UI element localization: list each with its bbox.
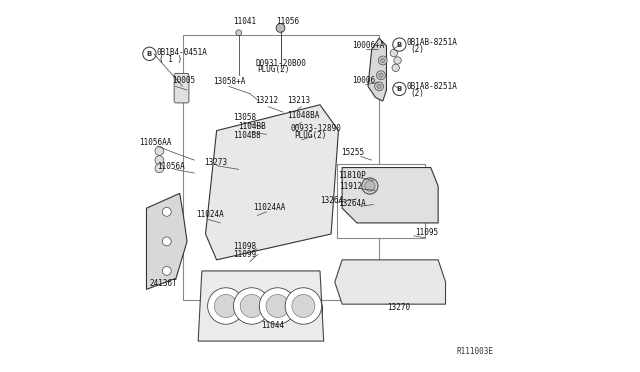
Circle shape xyxy=(212,296,239,323)
Circle shape xyxy=(276,23,285,32)
Text: PLUG(2): PLUG(2) xyxy=(294,131,326,140)
Text: 11098: 11098 xyxy=(233,242,257,251)
Text: 00933-12890: 00933-12890 xyxy=(291,124,341,133)
Text: 24136T: 24136T xyxy=(149,279,177,288)
Circle shape xyxy=(232,291,271,329)
Polygon shape xyxy=(147,193,187,289)
Text: 13273: 13273 xyxy=(204,158,227,167)
Text: 11095: 11095 xyxy=(415,228,438,237)
Circle shape xyxy=(379,73,383,77)
FancyBboxPatch shape xyxy=(337,164,425,238)
Text: 11024A: 11024A xyxy=(196,211,224,219)
Circle shape xyxy=(207,291,245,329)
Text: 11810P: 11810P xyxy=(338,170,365,180)
Text: 13264A: 13264A xyxy=(338,199,365,208)
Circle shape xyxy=(155,164,164,173)
Circle shape xyxy=(378,56,387,65)
Circle shape xyxy=(155,147,164,155)
Text: 10006: 10006 xyxy=(352,76,375,85)
Circle shape xyxy=(240,295,263,318)
Circle shape xyxy=(264,296,291,323)
Circle shape xyxy=(376,71,385,80)
Text: B: B xyxy=(397,86,402,92)
Circle shape xyxy=(365,181,375,191)
Text: B: B xyxy=(397,42,402,48)
Text: 13213: 13213 xyxy=(287,96,310,105)
Text: 0B1B4-0451A: 0B1B4-0451A xyxy=(157,48,207,57)
Circle shape xyxy=(155,156,164,164)
Polygon shape xyxy=(205,105,339,260)
Text: 1104BB: 1104BB xyxy=(238,122,266,131)
Polygon shape xyxy=(335,260,445,304)
Text: 0B1A8-8251A: 0B1A8-8251A xyxy=(406,82,457,91)
Circle shape xyxy=(393,38,406,51)
Circle shape xyxy=(285,288,322,324)
Circle shape xyxy=(392,64,399,71)
Polygon shape xyxy=(368,38,387,101)
Circle shape xyxy=(259,288,296,324)
Text: 11041: 11041 xyxy=(233,16,257,26)
Circle shape xyxy=(266,295,289,318)
Text: 13058: 13058 xyxy=(233,113,257,122)
Circle shape xyxy=(163,208,172,216)
Circle shape xyxy=(163,266,172,275)
Text: 15255: 15255 xyxy=(341,148,365,157)
Circle shape xyxy=(390,49,397,57)
Circle shape xyxy=(234,288,270,324)
Polygon shape xyxy=(198,271,324,341)
Circle shape xyxy=(292,295,315,318)
Text: 11048BA: 11048BA xyxy=(287,111,319,120)
Circle shape xyxy=(214,295,237,318)
Text: R111003E: R111003E xyxy=(456,347,493,356)
Circle shape xyxy=(290,296,317,323)
Circle shape xyxy=(236,30,242,36)
Text: (2): (2) xyxy=(410,89,424,98)
Circle shape xyxy=(163,237,172,246)
Text: ( 1 ): ( 1 ) xyxy=(159,55,182,64)
Text: 0B1AB-8251A: 0B1AB-8251A xyxy=(406,38,457,47)
Circle shape xyxy=(393,82,406,96)
Circle shape xyxy=(284,291,323,329)
Circle shape xyxy=(362,178,378,194)
Text: 13212: 13212 xyxy=(255,96,278,105)
Text: 11912: 11912 xyxy=(339,182,362,190)
Circle shape xyxy=(143,47,156,61)
Text: PLUG(2): PLUG(2) xyxy=(257,65,290,74)
Text: 10006+A: 10006+A xyxy=(353,41,385,50)
Circle shape xyxy=(381,58,385,62)
Text: 11099: 11099 xyxy=(233,250,257,259)
Text: 11056AA: 11056AA xyxy=(139,138,172,147)
Circle shape xyxy=(394,57,401,64)
Circle shape xyxy=(238,296,265,323)
Text: 13264: 13264 xyxy=(320,196,343,205)
Circle shape xyxy=(207,288,244,324)
Text: 11024AA: 11024AA xyxy=(253,203,286,212)
Text: 11056A: 11056A xyxy=(157,162,186,171)
Text: 13270: 13270 xyxy=(387,303,410,312)
FancyBboxPatch shape xyxy=(174,73,189,103)
Circle shape xyxy=(259,291,297,329)
Text: 10005: 10005 xyxy=(172,76,195,84)
Text: D0931-20B00: D0931-20B00 xyxy=(255,59,307,68)
Text: 11044: 11044 xyxy=(261,321,284,330)
Text: (2): (2) xyxy=(410,45,424,54)
Circle shape xyxy=(374,82,383,91)
FancyBboxPatch shape xyxy=(184,35,379,301)
Circle shape xyxy=(377,84,381,89)
Text: 13058+A: 13058+A xyxy=(213,77,245,86)
Text: B: B xyxy=(147,51,152,57)
Polygon shape xyxy=(342,167,438,223)
Text: 1104B8: 1104B8 xyxy=(233,131,261,140)
Text: 11056: 11056 xyxy=(276,16,299,26)
